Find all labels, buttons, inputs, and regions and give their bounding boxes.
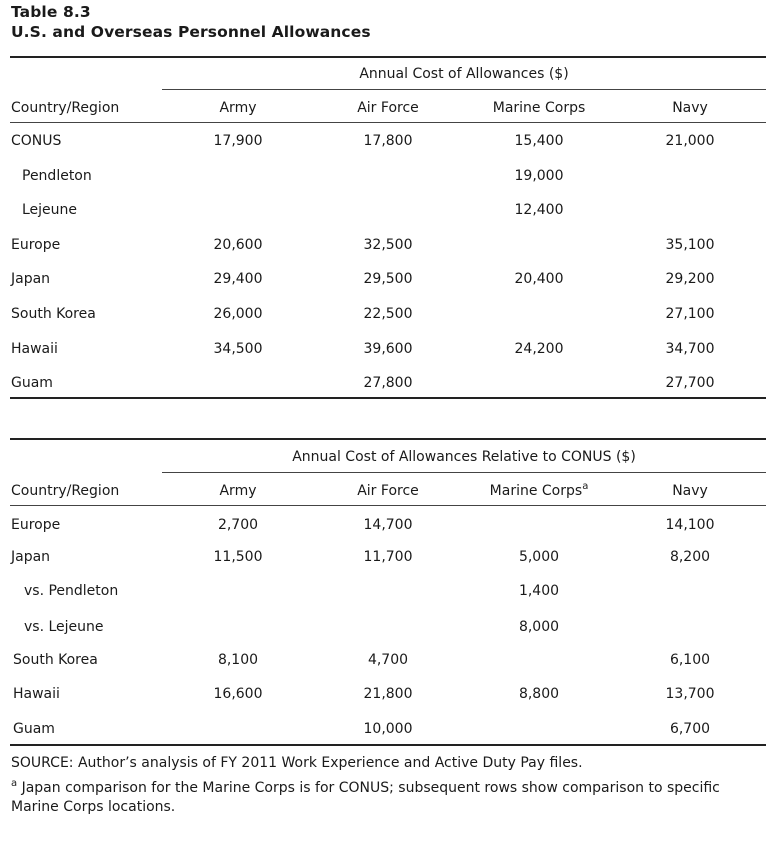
panel2-col-army: Army — [219, 483, 257, 499]
panel1-col-marine-corps: Marine Corps — [492, 100, 586, 116]
table-title: U.S. and Overseas Personnel Allowances — [11, 23, 371, 41]
cell-army: 20,600 — [213, 237, 263, 253]
cell-air-force: 32,500 — [363, 237, 413, 253]
row-label: Japan — [11, 271, 51, 287]
cell-air-force: 29,500 — [363, 271, 413, 287]
cell-navy: 21,000 — [665, 133, 715, 149]
panel2-col-marine-corps: Marine Corpsa — [469, 482, 609, 500]
cell-navy: 29,200 — [665, 271, 715, 287]
panel1-header-rule — [10, 122, 766, 123]
footnote-marker: a — [11, 778, 18, 789]
cell-marine-corps: 12,400 — [514, 202, 564, 218]
row-label: vs. Pendleton — [24, 583, 119, 599]
row-label: CONUS — [11, 133, 62, 149]
cell-marine-corps: 24,200 — [514, 341, 564, 357]
footnote-text: Japan comparison for the Marine Corps is… — [11, 780, 720, 815]
panel2-top-rule — [10, 438, 766, 440]
panel1-col-army: Army — [219, 100, 257, 116]
cell-navy: 8,200 — [669, 549, 711, 565]
panel1-spanner-rule — [162, 89, 766, 90]
panel2-header-rule — [10, 505, 766, 506]
cell-marine-corps: 19,000 — [514, 168, 564, 184]
cell-navy: 35,100 — [665, 237, 715, 253]
table-label: Table 8.3 — [11, 3, 91, 21]
row-label: South Korea — [13, 652, 98, 668]
cell-navy: 34,700 — [665, 341, 715, 357]
cell-navy: 27,100 — [665, 306, 715, 322]
cell-army: 11,500 — [213, 549, 263, 565]
panel2-col-navy: Navy — [672, 483, 708, 499]
row-label: South Korea — [11, 306, 96, 322]
row-label: Hawaii — [11, 341, 58, 357]
cell-army: 26,000 — [213, 306, 263, 322]
panel2-bottom-rule — [10, 744, 766, 746]
panel2-spanner-rule — [162, 472, 766, 473]
row-label: Guam — [13, 721, 55, 737]
cell-navy: 6,100 — [669, 652, 711, 668]
cell-army: 2,700 — [217, 517, 259, 533]
marine-corps-label: Marine Corps — [489, 483, 583, 499]
cell-marine-corps: 1,400 — [518, 583, 560, 599]
cell-air-force: 27,800 — [363, 375, 413, 391]
row-label: Guam — [11, 375, 53, 391]
cell-marine-corps: 15,400 — [514, 133, 564, 149]
row-label: Hawaii — [13, 686, 60, 702]
panel1-spanner: Annual Cost of Allowances ($) — [359, 66, 569, 82]
panel1-col-air-force: Air Force — [357, 100, 419, 116]
panel2-spanner: Annual Cost of Allowances Relative to CO… — [292, 449, 636, 465]
cell-marine-corps: 5,000 — [518, 549, 560, 565]
cell-air-force: 22,500 — [363, 306, 413, 322]
cell-army: 16,600 — [213, 686, 263, 702]
cell-navy: 13,700 — [665, 686, 715, 702]
cell-air-force: 11,700 — [363, 549, 413, 565]
cell-marine-corps: 8,800 — [518, 686, 560, 702]
cell-air-force: 14,700 — [363, 517, 413, 533]
row-label: Europe — [11, 517, 61, 533]
cell-army: 8,100 — [217, 652, 259, 668]
source-note: SOURCE: Author’s analysis of FY 2011 Wor… — [11, 755, 583, 771]
cell-air-force: 4,700 — [367, 652, 409, 668]
panel1-top-rule — [10, 56, 766, 58]
panel2-col-country: Country/Region — [11, 483, 120, 499]
row-label: vs. Lejeune — [24, 619, 104, 635]
row-label: Japan — [11, 549, 51, 565]
cell-army: 34,500 — [213, 341, 263, 357]
cell-navy: 27,700 — [665, 375, 715, 391]
cell-marine-corps: 20,400 — [514, 271, 564, 287]
row-label: Europe — [11, 237, 61, 253]
cell-air-force: 21,800 — [363, 686, 413, 702]
cell-army: 17,900 — [213, 133, 263, 149]
row-label: Lejeune — [22, 202, 78, 218]
panel1-col-country: Country/Region — [11, 100, 120, 116]
cell-army: 29,400 — [213, 271, 263, 287]
cell-air-force: 10,000 — [363, 721, 413, 737]
cell-navy: 14,100 — [665, 517, 715, 533]
cell-navy: 6,700 — [669, 721, 711, 737]
cell-air-force: 39,600 — [363, 341, 413, 357]
panel1-col-navy: Navy — [672, 100, 708, 116]
footnote-marker: a — [582, 481, 589, 492]
row-label: Pendleton — [22, 168, 92, 184]
cell-marine-corps: 8,000 — [518, 619, 560, 635]
panel2-col-air-force: Air Force — [357, 483, 419, 499]
cell-air-force: 17,800 — [363, 133, 413, 149]
panel1-bottom-rule — [10, 397, 766, 399]
footnote: a Japan comparison for the Marine Corps … — [11, 779, 761, 817]
